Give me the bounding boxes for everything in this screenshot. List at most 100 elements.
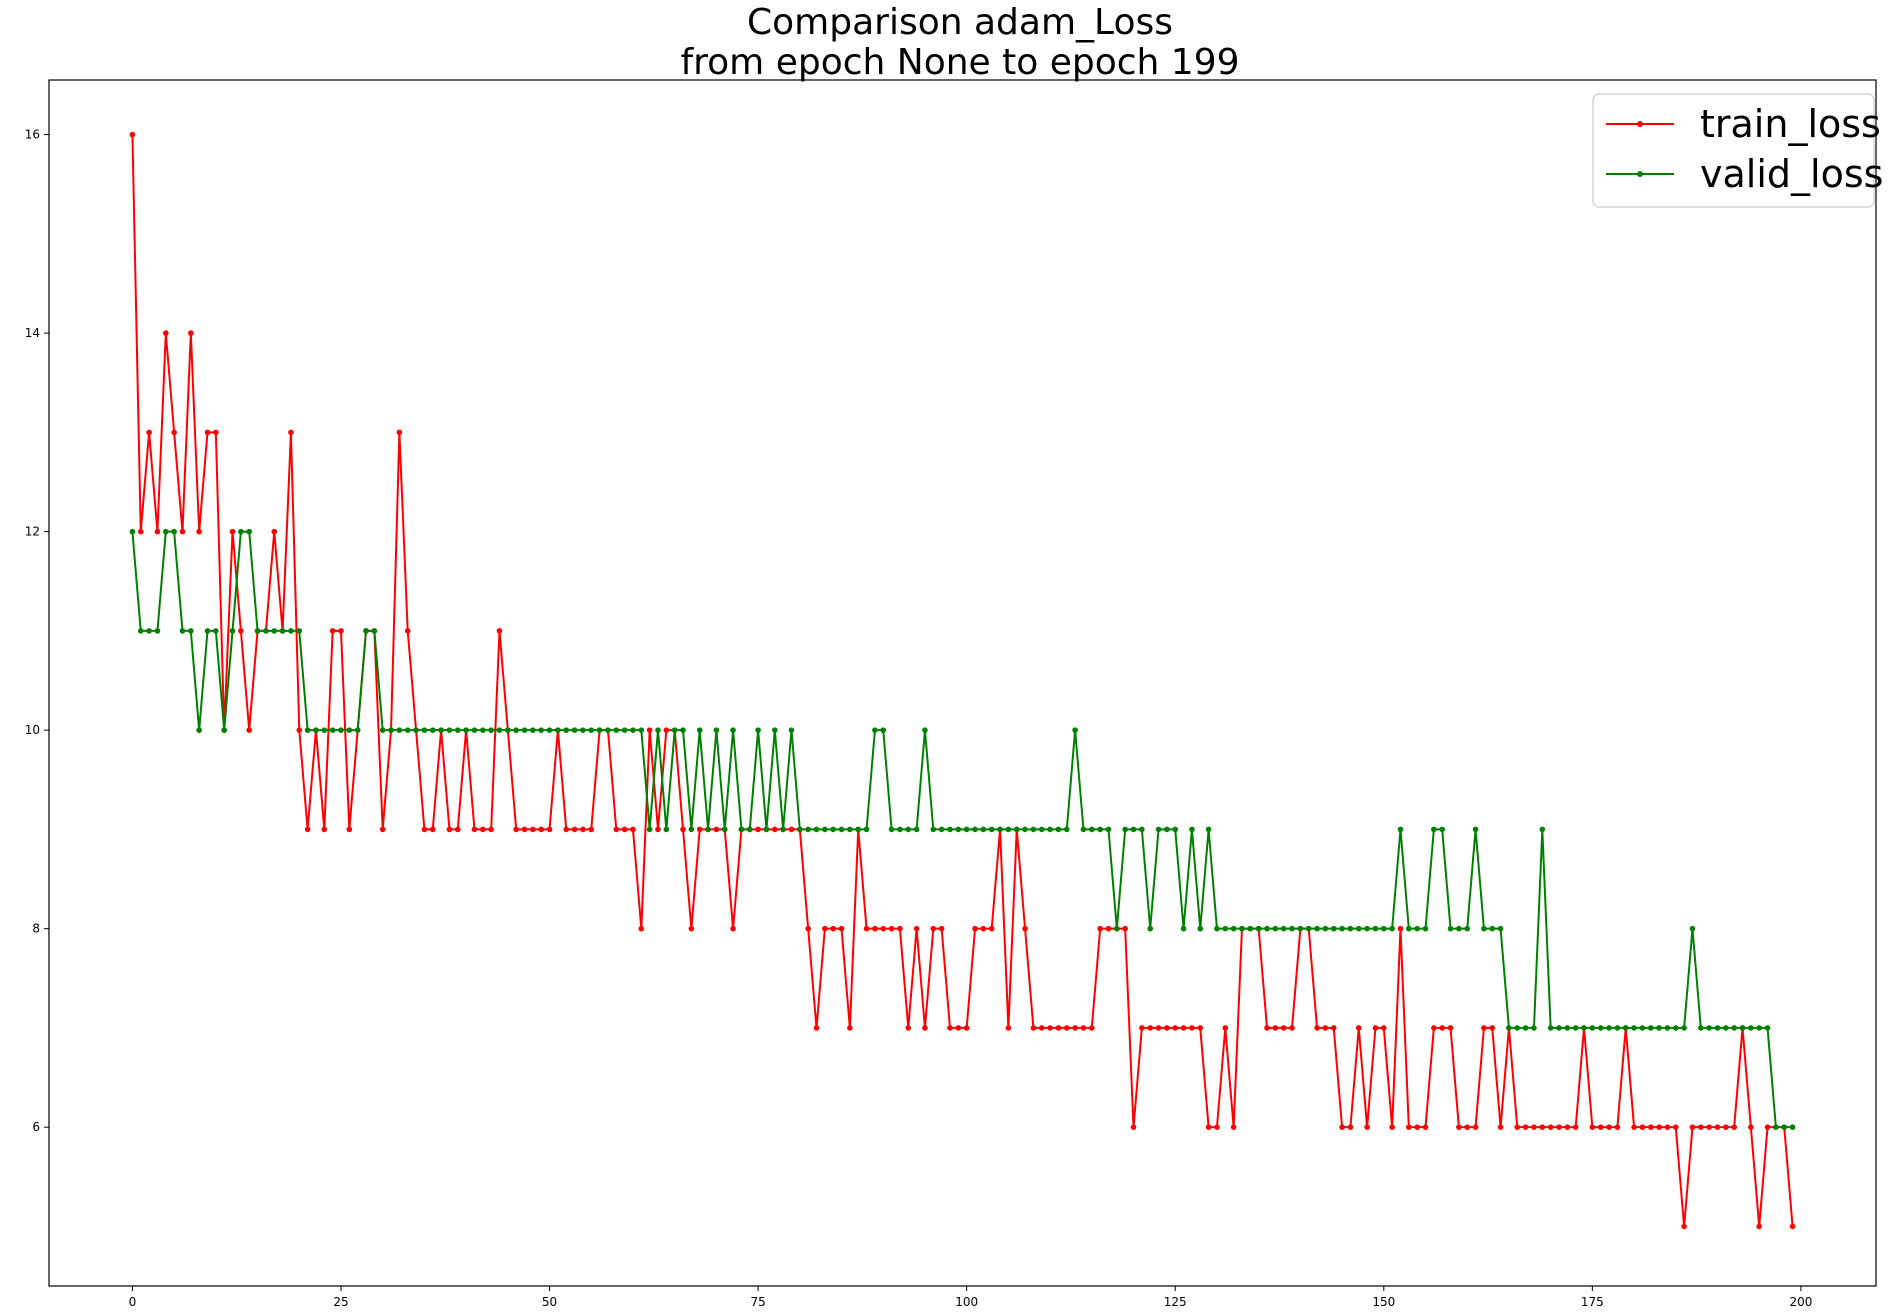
x-axis: 0 25 50 75 100 125 150 175 200 bbox=[129, 1286, 1812, 1309]
data-point-valid-loss bbox=[1581, 1025, 1587, 1031]
data-point-train-loss bbox=[972, 925, 978, 932]
data-point-valid-loss bbox=[446, 727, 453, 733]
data-point-train-loss bbox=[1030, 1025, 1037, 1031]
data-point-valid-loss bbox=[1372, 925, 1379, 932]
data-point-valid-loss bbox=[496, 727, 503, 733]
data-point-train-loss bbox=[1664, 1124, 1671, 1130]
data-point-valid-loss bbox=[1089, 826, 1095, 833]
data-point-train-loss bbox=[513, 826, 519, 833]
data-point-train-loss bbox=[304, 826, 311, 833]
data-point-train-loss bbox=[655, 826, 661, 833]
legend-label-train: train_loss bbox=[1700, 102, 1881, 146]
data-point-train-loss bbox=[1314, 1025, 1320, 1031]
data-point-train-loss bbox=[838, 925, 845, 932]
chart-title-line-1: Comparison adam_Loss bbox=[747, 2, 1173, 43]
data-point-train-loss bbox=[713, 826, 720, 833]
data-point-valid-loss bbox=[797, 826, 803, 833]
data-point-train-loss bbox=[1531, 1124, 1537, 1130]
data-point-train-loss bbox=[621, 826, 628, 833]
data-point-valid-loss bbox=[1080, 826, 1087, 833]
data-point-valid-loss bbox=[1664, 1025, 1671, 1031]
data-point-train-loss bbox=[1105, 925, 1112, 932]
data-point-train-loss bbox=[1197, 1025, 1204, 1031]
data-point-valid-loss bbox=[1656, 1025, 1662, 1031]
data-point-train-loss bbox=[847, 1025, 853, 1031]
data-point-valid-loss bbox=[755, 727, 761, 733]
data-point-valid-loss bbox=[1589, 1025, 1596, 1031]
y-tick-label: 10 bbox=[25, 723, 40, 737]
data-point-valid-loss bbox=[1456, 925, 1462, 932]
data-point-valid-loss bbox=[663, 826, 670, 833]
data-point-train-loss bbox=[1355, 1025, 1362, 1031]
data-point-train-loss bbox=[1456, 1124, 1462, 1130]
data-point-valid-loss bbox=[1748, 1025, 1754, 1031]
data-point-valid-loss bbox=[680, 727, 686, 733]
data-point-valid-loss bbox=[1055, 826, 1062, 833]
data-point-valid-loss bbox=[947, 826, 953, 833]
data-point-valid-loss bbox=[313, 727, 319, 733]
data-point-valid-loss bbox=[1731, 1025, 1737, 1031]
data-point-valid-loss bbox=[1397, 826, 1404, 833]
data-point-train-loss bbox=[646, 727, 653, 733]
series-layer bbox=[129, 131, 1796, 1230]
data-point-train-loss bbox=[1147, 1025, 1154, 1031]
data-point-train-loss bbox=[1439, 1025, 1445, 1031]
data-point-valid-loss bbox=[1314, 925, 1320, 932]
x-tick-label: 175 bbox=[1581, 1295, 1604, 1309]
data-point-valid-loss bbox=[146, 628, 152, 634]
data-point-train-loss bbox=[1189, 1025, 1195, 1031]
data-point-train-loss bbox=[880, 925, 887, 932]
data-point-train-loss bbox=[1055, 1025, 1062, 1031]
data-point-train-loss bbox=[1280, 1025, 1287, 1031]
data-point-valid-loss bbox=[213, 628, 219, 634]
data-point-valid-loss bbox=[321, 727, 328, 733]
data-point-train-loss bbox=[321, 826, 328, 833]
data-point-valid-loss bbox=[1481, 925, 1487, 932]
data-point-train-loss bbox=[1080, 1025, 1087, 1031]
data-point-valid-loss bbox=[1280, 925, 1287, 932]
data-point-valid-loss bbox=[263, 628, 269, 634]
data-point-valid-loss bbox=[1631, 1025, 1637, 1031]
data-point-train-loss bbox=[1205, 1124, 1212, 1130]
data-point-train-loss bbox=[1514, 1124, 1521, 1130]
data-point-valid-loss bbox=[1172, 826, 1179, 833]
x-tick-label: 150 bbox=[1372, 1295, 1395, 1309]
data-point-train-loss bbox=[129, 131, 136, 138]
data-point-valid-loss bbox=[872, 727, 878, 733]
data-point-train-loss bbox=[1431, 1025, 1437, 1031]
data-point-train-loss bbox=[396, 429, 403, 436]
data-point-train-loss bbox=[1489, 1025, 1496, 1031]
data-point-valid-loss bbox=[1572, 1025, 1579, 1031]
data-point-train-loss bbox=[1139, 1025, 1145, 1031]
data-point-valid-loss bbox=[671, 727, 678, 733]
data-point-valid-loss bbox=[897, 826, 903, 833]
data-point-valid-loss bbox=[338, 727, 344, 733]
data-point-train-loss bbox=[813, 1025, 820, 1031]
data-point-train-loss bbox=[1556, 1124, 1562, 1130]
data-point-valid-loss bbox=[1723, 1025, 1729, 1031]
data-point-train-loss bbox=[1547, 1124, 1554, 1130]
data-point-train-loss bbox=[1422, 1124, 1429, 1130]
data-point-train-loss bbox=[1414, 1124, 1420, 1130]
legend-marker-train bbox=[1637, 121, 1643, 127]
data-point-train-loss bbox=[1406, 1124, 1412, 1130]
data-point-valid-loss bbox=[1547, 1025, 1554, 1031]
data-point-train-loss bbox=[1748, 1124, 1754, 1130]
data-point-valid-loss bbox=[413, 727, 419, 733]
data-point-train-loss bbox=[905, 1025, 912, 1031]
data-point-valid-loss bbox=[379, 727, 386, 733]
data-point-valid-loss bbox=[596, 727, 603, 733]
data-point-train-loss bbox=[1564, 1124, 1571, 1130]
data-point-train-loss bbox=[204, 429, 211, 436]
data-point-train-loss bbox=[238, 628, 244, 634]
data-point-train-loss bbox=[955, 1025, 962, 1031]
data-point-train-loss bbox=[938, 925, 945, 932]
data-point-valid-loss bbox=[254, 628, 261, 634]
data-point-train-loss bbox=[1172, 1025, 1179, 1031]
data-point-train-loss bbox=[563, 826, 570, 833]
data-point-valid-loss bbox=[563, 727, 570, 733]
data-point-valid-loss bbox=[988, 826, 995, 833]
plot-area bbox=[48, 79, 1877, 1287]
data-point-valid-loss bbox=[913, 826, 920, 833]
data-point-valid-loss bbox=[713, 727, 720, 733]
